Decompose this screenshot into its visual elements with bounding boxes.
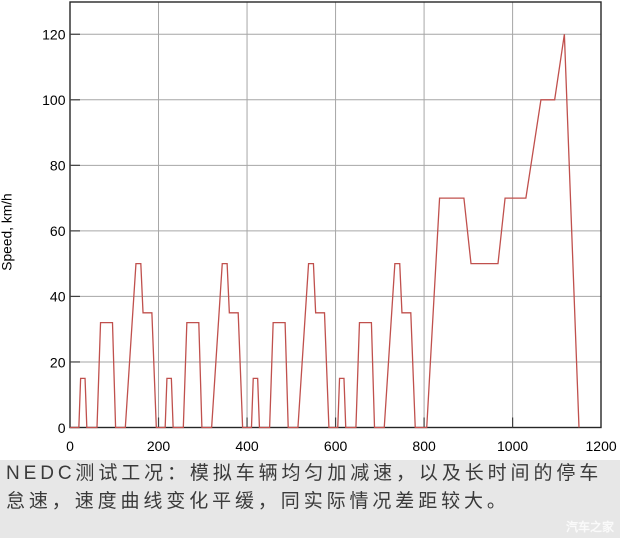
svg-text:120: 120 xyxy=(42,27,66,43)
svg-text:200: 200 xyxy=(147,438,171,454)
svg-text:800: 800 xyxy=(412,438,436,454)
svg-text:400: 400 xyxy=(235,438,259,454)
svg-text:20: 20 xyxy=(50,354,66,370)
svg-text:40: 40 xyxy=(50,289,66,305)
svg-text:80: 80 xyxy=(50,158,66,174)
svg-text:100: 100 xyxy=(42,92,66,108)
svg-text:60: 60 xyxy=(50,223,66,239)
svg-text:1200: 1200 xyxy=(586,438,617,454)
svg-text:1000: 1000 xyxy=(497,438,528,454)
svg-text:0: 0 xyxy=(58,420,66,436)
svg-text:600: 600 xyxy=(324,438,348,454)
svg-text:Speed, km/h: Speed, km/h xyxy=(0,193,15,270)
svg-text:0: 0 xyxy=(66,438,74,454)
